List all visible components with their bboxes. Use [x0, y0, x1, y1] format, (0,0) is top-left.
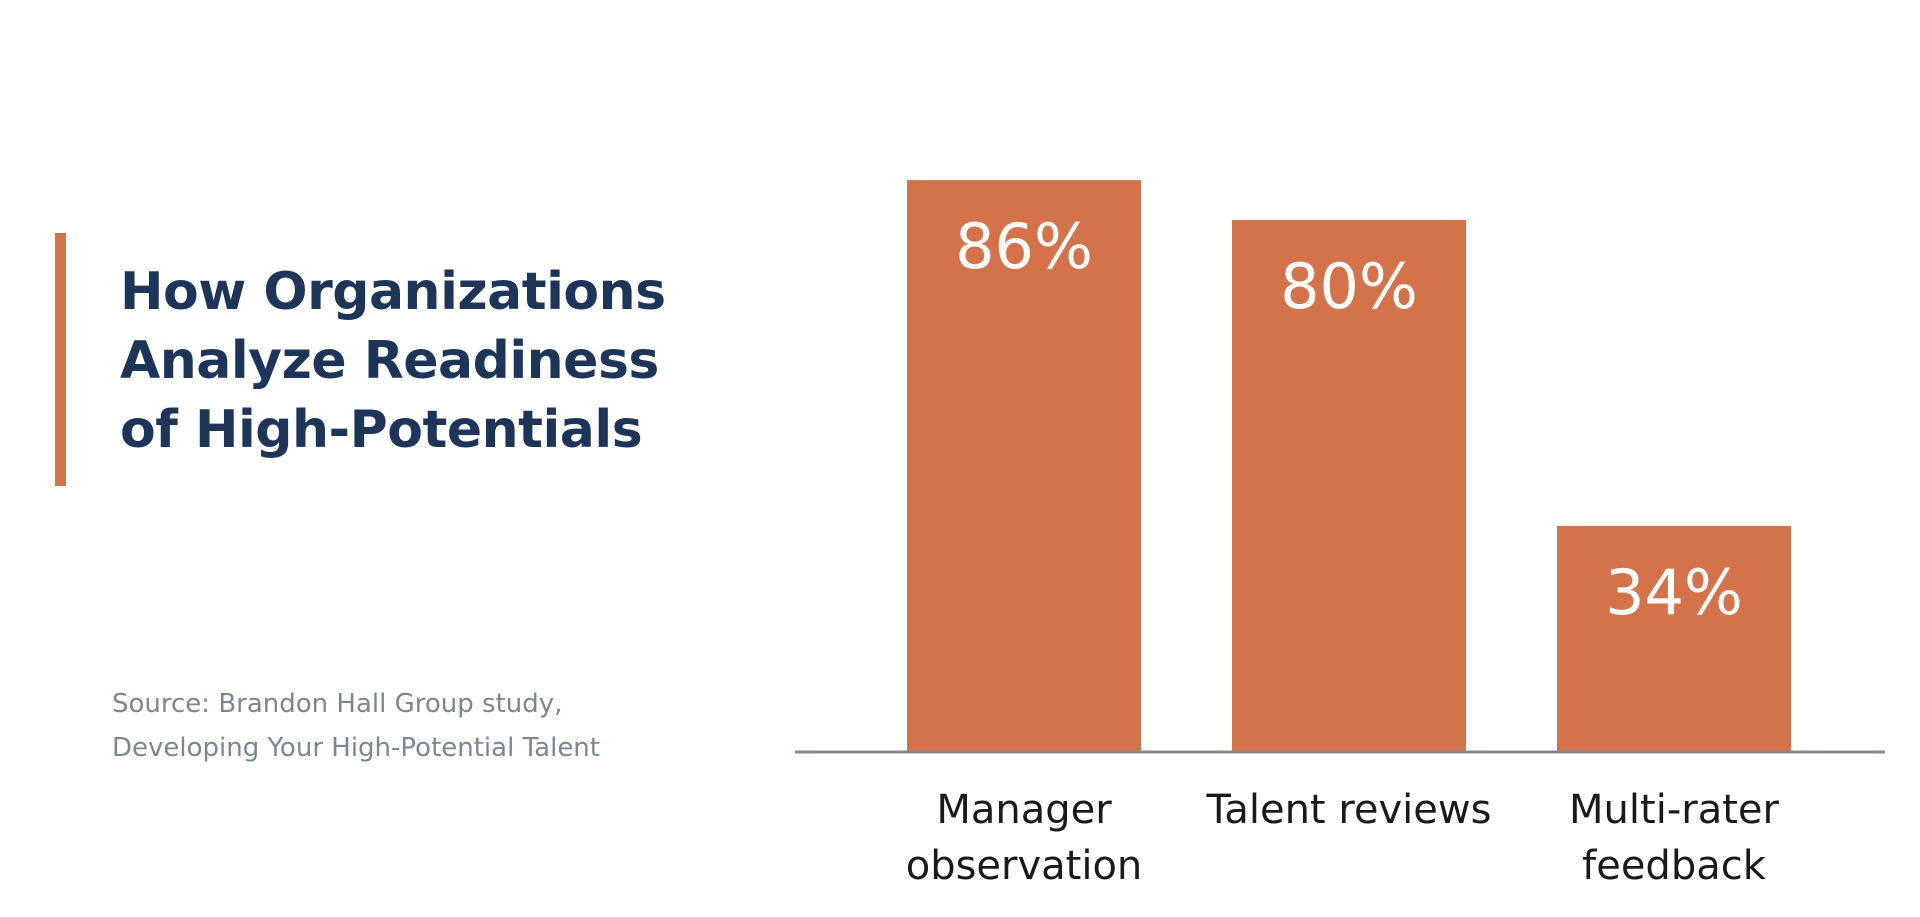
- chart-title-line-2: Analyze Readiness: [120, 331, 659, 391]
- source-line-1: Source: Brandon Hall Group study,: [112, 689, 563, 719]
- chart-title-line-3: of High-Potentials: [120, 400, 643, 460]
- category-label-3-line-1: Multi-rater: [1569, 787, 1779, 833]
- bar-value-label-1: 86%: [955, 210, 1093, 283]
- bar-1: [907, 180, 1141, 753]
- bar-value-label-3: 34%: [1605, 556, 1743, 629]
- bar-2: [1232, 220, 1466, 752]
- bars-group: 86% 80% 34%: [907, 180, 1791, 753]
- bar-3: [1557, 525, 1791, 752]
- chart-title-line-1: How Organizations: [120, 262, 666, 322]
- category-label-3-line-2: feedback: [1582, 843, 1767, 889]
- category-label-2-line-1: Talent reviews: [1206, 787, 1492, 833]
- source-note: Source: Brandon Hall Group study, Develo…: [112, 682, 672, 770]
- title-accent-bar: [55, 233, 66, 486]
- category-label-1-line-2: observation: [906, 843, 1143, 889]
- source-line-2: Developing Your High-Potential Talent: [112, 733, 600, 763]
- category-label-1-line-1: Manager: [936, 787, 1112, 833]
- category-labels-group: Manager observation Talent reviews Multi-ra…: [906, 787, 1780, 889]
- bar-value-label-2: 80%: [1280, 250, 1418, 323]
- chart-title: How Organizations Analyze Readiness of H…: [120, 258, 680, 465]
